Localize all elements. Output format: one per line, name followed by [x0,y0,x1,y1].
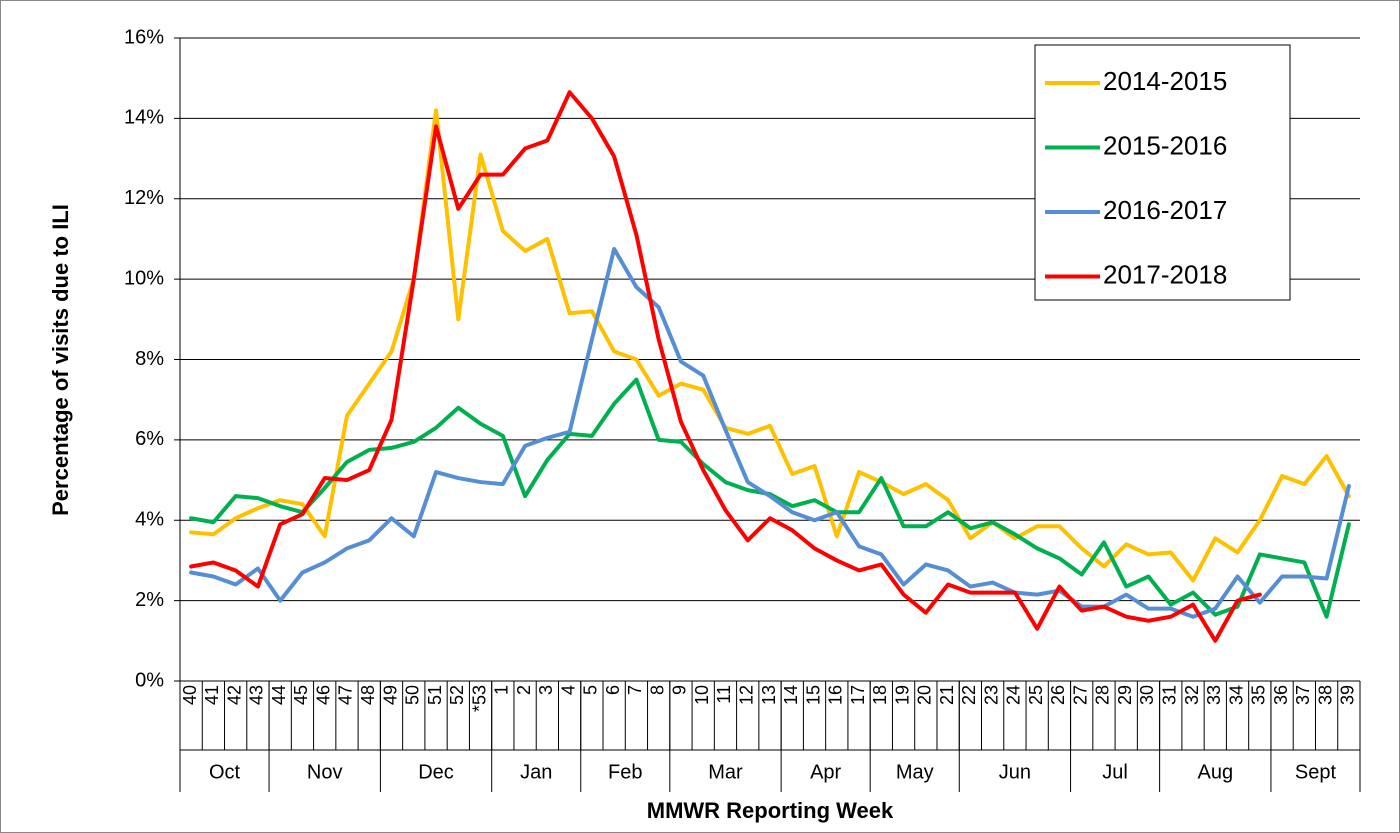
month-label: Jan [520,761,552,783]
x-tick-label: 37 [1293,685,1313,705]
y-tick-label: 4% [135,509,164,531]
x-tick-label: 13 [759,685,779,705]
month-label: Jun [999,761,1031,783]
x-tick-label: 4 [558,685,578,695]
x-tick-label: 44 [269,685,289,705]
month-label: Oct [209,761,241,783]
x-tick-label: 14 [781,685,801,705]
x-tick-label: 35 [1249,685,1269,705]
month-label: Aug [1197,761,1233,783]
x-tick-label: 10 [692,685,712,705]
x-tick-label: 43 [247,685,267,705]
x-tick-label: 23 [981,685,1001,705]
x-tick-label: 42 [224,685,244,705]
legend-label: 2016-2017 [1103,195,1227,225]
x-tick-label: 6 [603,685,623,695]
y-tick-label: 12% [124,187,164,209]
x-tick-label: 8 [647,685,667,695]
y-tick-label: 16% [124,26,164,48]
legend: 2014-2015 2015-2016 2016-2017 2017-2018 [1034,44,1291,301]
month-label: Dec [418,761,454,783]
x-tick-label: 32 [1182,685,1202,705]
x-tick-label: 11 [714,685,734,704]
x-tick-label: 22 [959,685,979,705]
month-label: May [896,761,934,783]
x-tick-label: 28 [1093,685,1113,705]
y-tick-label: 6% [135,428,164,450]
month-label: Sept [1295,761,1337,783]
x-tick-label: 26 [1048,685,1068,705]
x-tick-label: 31 [1160,685,1180,705]
x-tick-label: 52 [447,685,467,705]
x-tick-label: 45 [291,685,311,705]
legend-label: 2015-2016 [1103,130,1227,160]
month-label: Feb [608,761,642,783]
month-label: Mar [708,761,743,783]
x-tick-label: 12 [736,685,756,705]
x-tick-label: 40 [180,685,200,705]
x-tick-label: 9 [670,685,690,695]
y-tick-label: 14% [124,107,164,129]
y-tick-label: 0% [135,669,164,691]
x-tick-label: 17 [848,685,868,705]
month-label: Apr [810,761,841,783]
series-line [189,108,1351,583]
x-tick-label: 25 [1026,685,1046,705]
month-label: Nov [307,761,343,783]
y-tick-label: 8% [135,348,164,370]
series-line [189,246,1351,619]
y-axis-title: Percentage of visits due to ILI [48,204,73,516]
legend-label: 2014-2015 [1103,66,1227,96]
x-tick-label: 21 [937,685,957,705]
y-tick-label: 10% [124,267,164,289]
x-tick-label: 20 [915,685,935,705]
x-tick-label: 38 [1315,685,1335,705]
x-tick-label: 1 [492,685,512,695]
legend-box [1034,44,1291,301]
x-tick-label: 49 [380,685,400,705]
x-tick-label: *53 [469,685,489,712]
x-tick-label: 46 [313,685,333,705]
x-tick-label: 51 [425,685,445,705]
x-tick-label: 5 [581,685,601,695]
x-tick-label: 3 [536,685,556,695]
x-tick-label: 16 [826,685,846,705]
x-tick-label: 19 [892,685,912,705]
x-tick-label: 24 [1004,685,1024,705]
x-tick-label: 29 [1115,685,1135,705]
x-tick-label: 47 [336,685,356,705]
x-tick-label: 27 [1070,685,1090,705]
x-tick-label: 15 [803,685,823,705]
x-tick-label: 33 [1204,685,1224,705]
month-label: Jul [1102,761,1128,783]
x-axis-title: MMWR Reporting Week [647,798,894,823]
x-tick-label: 50 [403,685,423,705]
x-tick-label: 18 [870,685,890,705]
x-tick-label: 30 [1137,685,1157,705]
x-tick-label: 34 [1226,685,1246,705]
x-tick-label: 39 [1338,685,1358,705]
x-tick-label: 41 [202,685,222,705]
x-tick-label: 7 [625,685,645,695]
x-tick-label: 36 [1271,685,1291,705]
series-line [189,90,1262,643]
x-tick-label: 2 [514,685,534,695]
legend-label: 2017-2018 [1103,259,1227,289]
x-tick-label: 48 [358,685,378,705]
y-tick-label: 2% [135,589,164,611]
